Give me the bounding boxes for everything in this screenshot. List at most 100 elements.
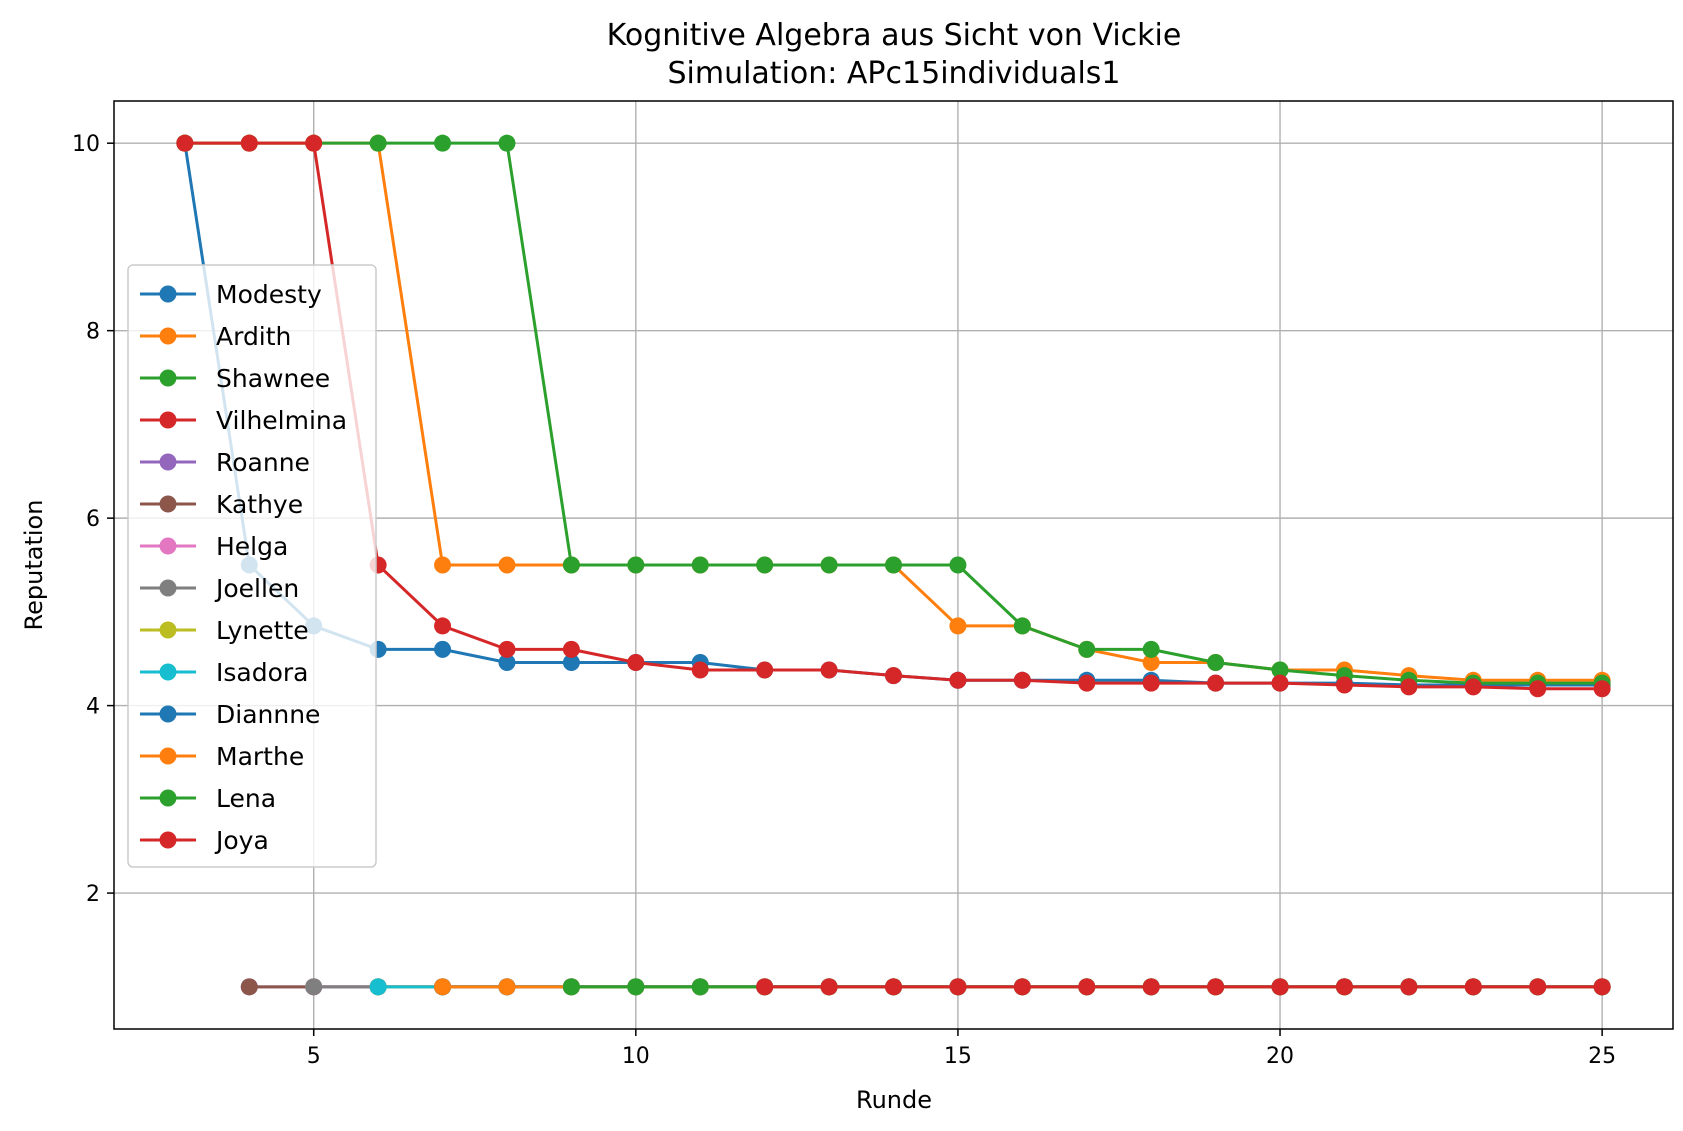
x-tick-label: 20 [1266, 1044, 1294, 1069]
chart-subtitle: Simulation: APc15individuals1 [667, 56, 1120, 91]
data-point [1400, 678, 1418, 696]
data-point [1142, 653, 1160, 671]
x-tick-label: 15 [944, 1044, 972, 1069]
data-point [369, 978, 387, 996]
x-tick-label: 25 [1588, 1044, 1616, 1069]
data-point [1142, 674, 1160, 692]
data-point [1464, 678, 1482, 696]
legend-marker [159, 663, 177, 681]
data-point [627, 978, 645, 996]
legend-label: Vilhelmina [216, 406, 347, 435]
x-tick-label: 10 [622, 1044, 650, 1069]
data-point [434, 134, 452, 152]
data-point [1271, 978, 1289, 996]
data-point [1142, 640, 1160, 658]
data-point [434, 556, 452, 574]
y-tick-label: 10 [72, 132, 100, 157]
data-point [434, 978, 452, 996]
legend-label: Joellen [214, 574, 299, 603]
legend-item: Ardith [140, 322, 291, 351]
data-point [1593, 680, 1611, 698]
data-point [498, 978, 516, 996]
legend-label: Ardith [216, 322, 291, 351]
data-point [885, 667, 902, 685]
x-tick-label: 5 [307, 1044, 321, 1069]
legend-item: Marthe [140, 742, 304, 771]
data-point [949, 671, 967, 689]
data-point [1335, 978, 1353, 996]
legend-marker [159, 621, 177, 639]
data-point [562, 978, 580, 996]
data-point [820, 556, 838, 574]
data-point [240, 978, 258, 996]
data-point [691, 978, 709, 996]
legend-label: Lena [216, 784, 276, 813]
data-point [498, 653, 516, 671]
y-tick-label: 6 [86, 507, 100, 532]
data-point [369, 134, 387, 152]
data-point [1271, 661, 1289, 679]
legend-label: Joya [214, 826, 269, 855]
data-point [1400, 978, 1418, 996]
data-point [1464, 978, 1482, 996]
data-point [1207, 653, 1225, 671]
data-point [1078, 978, 1096, 996]
legend-marker [159, 747, 177, 765]
data-point [1529, 978, 1547, 996]
data-point [498, 640, 516, 658]
data-point [756, 556, 774, 574]
data-point [176, 134, 194, 152]
data-point [949, 556, 967, 574]
data-point [434, 640, 452, 658]
legend: Modesty Ardith Shawnee Vilhelmina Roanne Kath… [127, 264, 377, 868]
data-point [627, 556, 645, 574]
data-point [1271, 674, 1289, 692]
data-point [885, 556, 902, 574]
y-tick-label: 2 [86, 882, 100, 907]
series-group [176, 134, 1611, 996]
legend-label: Shawnee [216, 364, 330, 393]
legend-item: Roanne [140, 448, 310, 477]
legend-marker [159, 285, 177, 303]
series-vilhelmina [176, 134, 1611, 698]
y-tick-label: 4 [86, 695, 100, 720]
legend-item: Joellen [140, 574, 299, 603]
legend-marker [159, 495, 177, 513]
data-point [1142, 978, 1160, 996]
data-point [1013, 671, 1031, 689]
legend-marker [159, 831, 177, 849]
data-point [498, 134, 516, 152]
legend-label: Modesty [216, 280, 322, 309]
data-point [1013, 978, 1031, 996]
data-point [240, 134, 258, 152]
legend-marker [159, 453, 177, 471]
data-point [949, 978, 967, 996]
data-point [562, 640, 580, 658]
legend-box [127, 264, 377, 868]
data-point [305, 134, 323, 152]
legend-label: Roanne [216, 448, 310, 477]
legend-label: Diannne [216, 700, 320, 729]
legend-label: Isadora [216, 658, 308, 687]
legend-item: Helga [140, 532, 288, 561]
axis-ticks: 5 10 15 20 25 2 4 6 8 10 [72, 132, 1616, 1069]
data-point [756, 661, 774, 679]
data-point [1529, 680, 1547, 698]
y-axis-label: Reputation [20, 500, 48, 631]
data-point [820, 661, 838, 679]
data-point [305, 978, 323, 996]
legend-item: Shawnee [140, 364, 330, 393]
data-point [885, 978, 902, 996]
legend-item: Lena [140, 784, 276, 813]
data-point [1013, 617, 1031, 635]
legend-marker [159, 579, 177, 597]
plot-frame [113, 100, 1674, 1030]
legend-item: Modesty [140, 280, 322, 309]
series-joya [756, 978, 1611, 996]
legend-label: Lynette [216, 616, 309, 645]
data-point [1335, 676, 1353, 694]
legend-label: Kathye [216, 490, 303, 519]
data-point [1207, 978, 1225, 996]
data-point [949, 617, 967, 635]
legend-marker [159, 327, 177, 345]
